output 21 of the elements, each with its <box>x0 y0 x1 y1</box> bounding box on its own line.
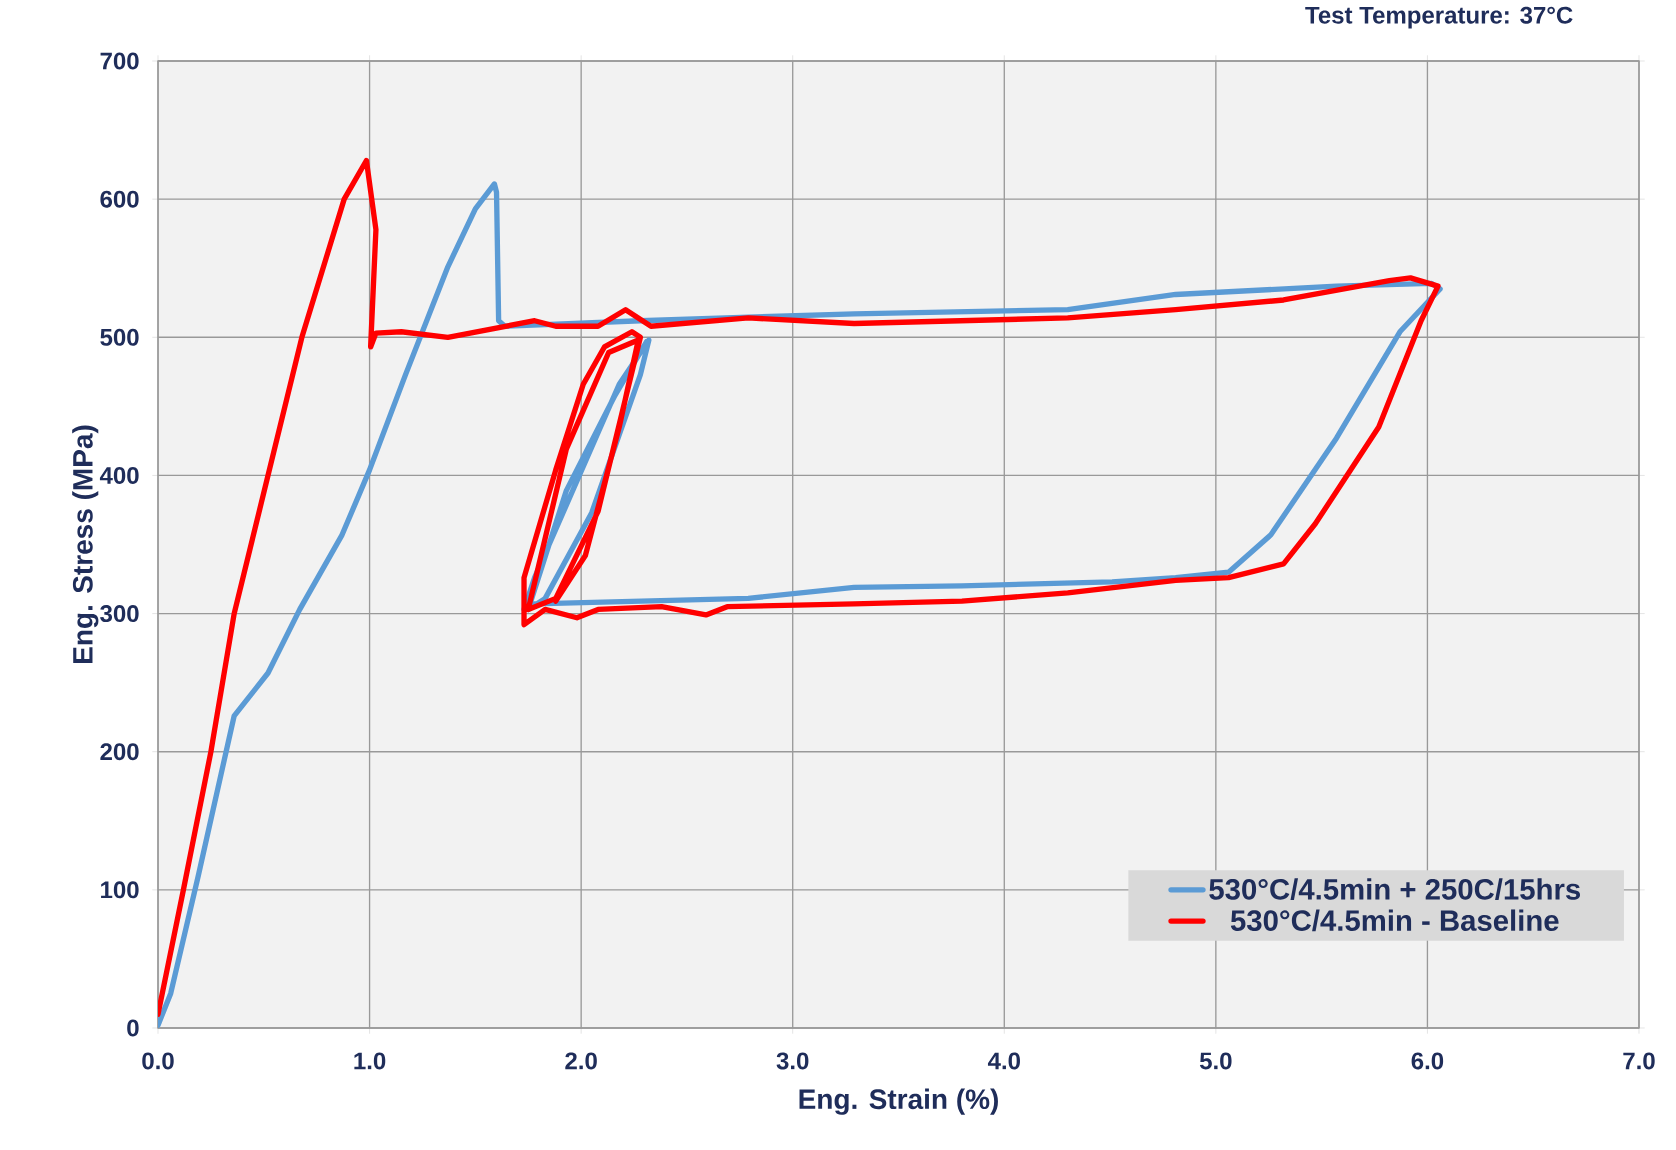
legend-label: 530°C/4.5min + 250C/15hrs <box>1209 878 1581 901</box>
legend-label: 530°C/4.5min - Baseline <box>1230 909 1559 932</box>
x-tick-label: 1.0 <box>354 1052 386 1070</box>
y-tick-label: 300 <box>100 605 139 623</box>
x-tick-label: 0.0 <box>142 1052 174 1070</box>
y-tick-label: 400 <box>99 466 139 484</box>
x-tick-label: 7.0 <box>1623 1052 1655 1070</box>
x-axis-title: Eng. Strain (%) <box>799 1088 998 1115</box>
y-tick-label: 200 <box>100 743 139 761</box>
y-tick-label: 600 <box>100 190 139 208</box>
x-tick-label: 2.0 <box>565 1052 597 1070</box>
y-tick-label: 0 <box>127 1019 139 1037</box>
y-axis-title: Eng. Stress (MPa) <box>72 425 99 663</box>
y-tick-label: 100 <box>101 881 139 899</box>
chart-title: Test Temperature: 37°C <box>1305 6 1573 29</box>
y-tick-label: 500 <box>100 328 139 346</box>
x-tick-label: 5.0 <box>1199 1052 1232 1070</box>
x-tick-label: 3.0 <box>776 1052 809 1070</box>
y-tick-label: 700 <box>100 52 139 70</box>
x-tick-label: 6.0 <box>1411 1052 1444 1070</box>
x-tick-label: 4.0 <box>987 1052 1020 1070</box>
